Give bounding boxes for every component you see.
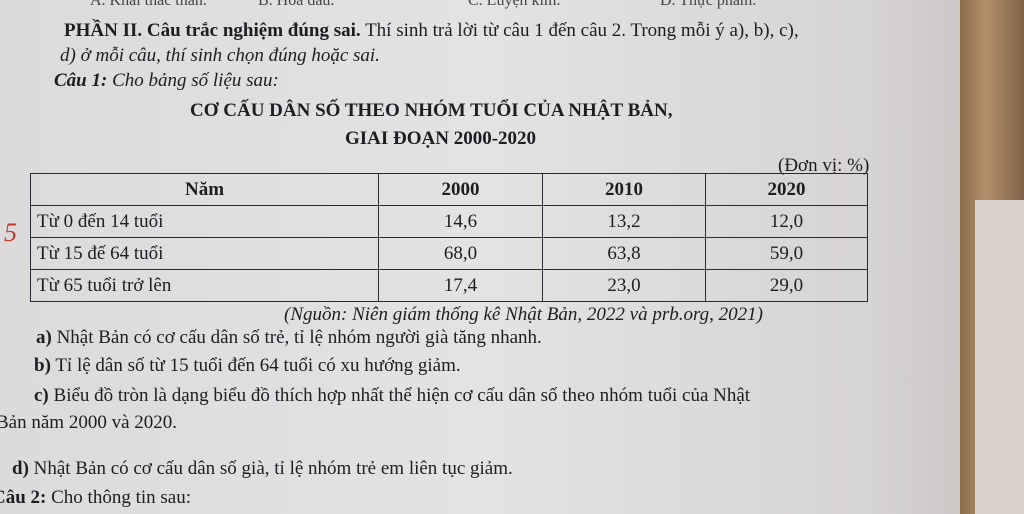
option-d: D. Thực phẩm. (660, 0, 757, 9)
option-b: B. Hóa dầu. (258, 0, 335, 9)
header-2010: 2010 (542, 173, 706, 206)
header-2000: 2000 (378, 173, 543, 206)
header-year: Năm (30, 173, 379, 206)
option-c: C. Luyện kim. (468, 0, 561, 9)
table-row: Từ 15 đế 64 tuổi 68,0 63,8 59,0 (30, 237, 868, 270)
table-title-line2: GIAI ĐOẠN 2000-2020 (345, 128, 537, 149)
unit-label: (Đơn vị: %) (778, 155, 870, 176)
grid-paper (975, 200, 1024, 514)
option-a: A. Khai thác than. (90, 0, 207, 9)
section-heading: PHẦN II. Câu trắc nghiệm đúng sai. Thí s… (64, 20, 799, 41)
data-table: Năm 2000 2010 2020 Từ 0 đến 14 tuổi 14,6… (30, 173, 868, 302)
table-title-line1: CƠ CẤU DÂN SỐ THEO NHÓM TUỔI CỦA NHẬT BẢ… (190, 100, 673, 121)
question-1: Câu 1: Cho bảng số liệu sau: (54, 70, 279, 91)
cell: 59,0 (705, 237, 868, 270)
statement-b: b) Tỉ lệ dân số từ 15 tuổi đến 64 tuổi c… (34, 355, 461, 376)
statement-c-continued: Bản năm 2000 và 2020. (0, 412, 178, 433)
row-label: Từ 65 tuổi trở lên (30, 269, 379, 302)
cell: 29,0 (705, 269, 868, 302)
row-label: Từ 0 đến 14 tuổi (30, 205, 379, 238)
question-2: Câu 2: Cho thông tin sau: (0, 487, 191, 508)
table-row: Từ 0 đến 14 tuổi 14,6 13,2 12,0 (30, 205, 868, 238)
table-header-row: Năm 2000 2010 2020 (30, 173, 868, 206)
handwritten-mark: 5 (4, 218, 17, 247)
section-instructions: d) ở mỗi câu, thí sinh chọn đúng hoặc sa… (60, 45, 380, 66)
cell: 12,0 (705, 205, 868, 238)
statement-a: a) Nhật Bản có cơ cấu dân số trẻ, tỉ lệ … (36, 327, 542, 348)
cell: 14,6 (378, 205, 543, 238)
table-row: Từ 65 tuổi trở lên 17,4 23,0 29,0 (30, 269, 868, 302)
cell: 23,0 (542, 269, 706, 302)
statement-c: c) Biểu đồ tròn là dạng biểu đồ thích hợ… (34, 385, 751, 406)
cell: 68,0 (378, 237, 543, 270)
header-2020: 2020 (705, 173, 868, 206)
statement-d: d) Nhật Bản có cơ cấu dân số già, tỉ lệ … (12, 458, 513, 479)
row-label: Từ 15 đế 64 tuổi (30, 237, 379, 270)
cell: 63,8 (542, 237, 706, 270)
cell: 17,4 (378, 269, 543, 302)
source-note: (Nguồn: Niên giám thống kê Nhật Bản, 202… (284, 304, 764, 325)
cell: 13,2 (542, 205, 706, 238)
